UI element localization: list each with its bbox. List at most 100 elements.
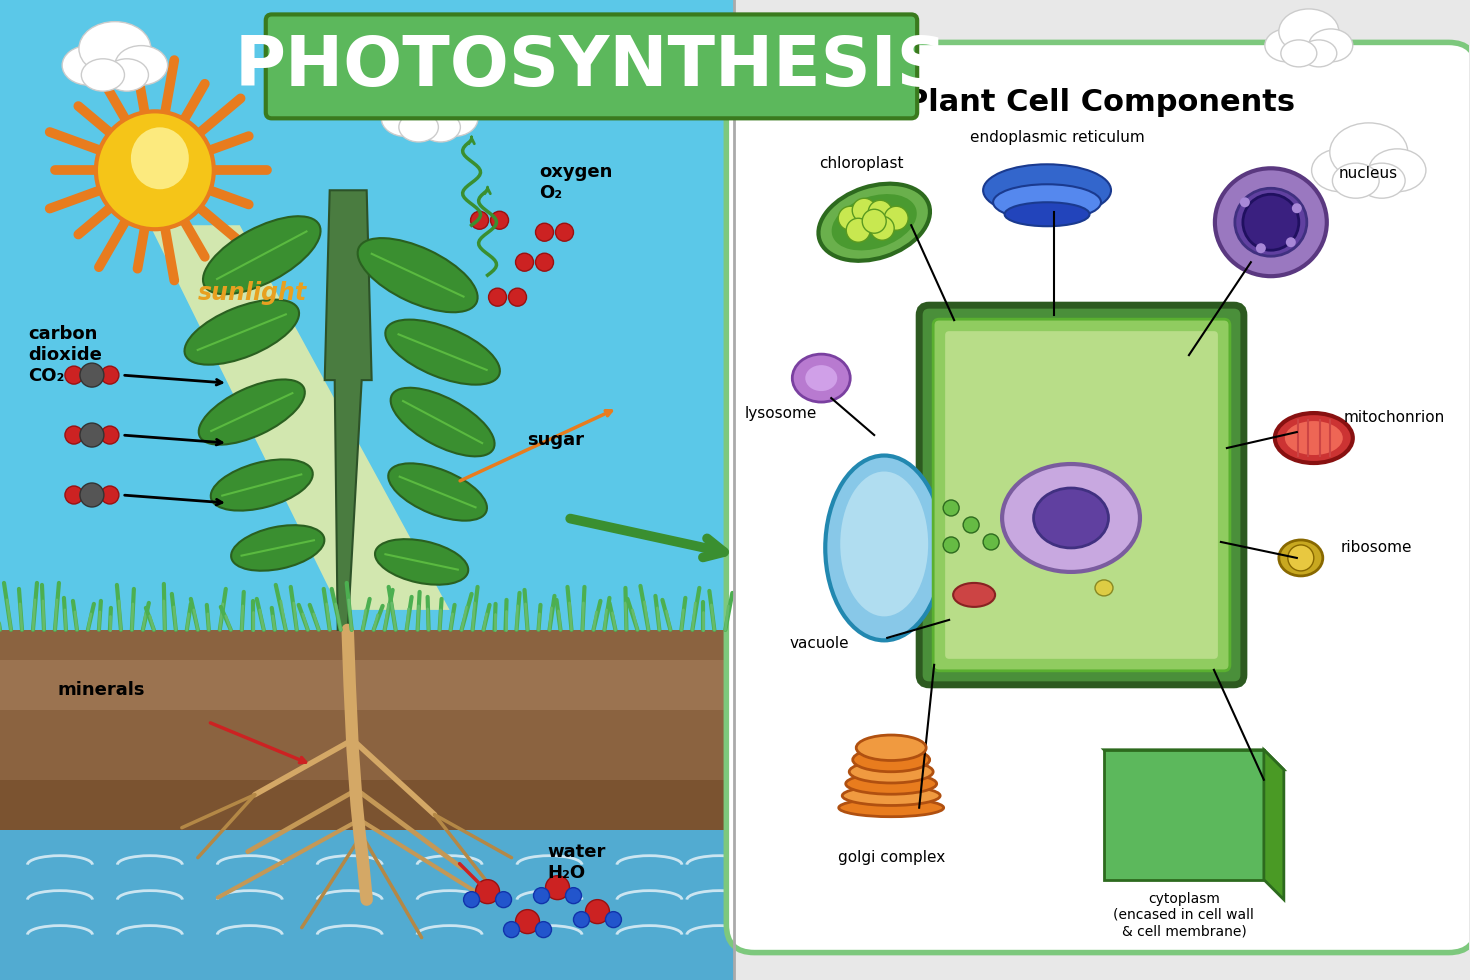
Circle shape: [101, 426, 119, 444]
Circle shape: [963, 517, 979, 533]
Ellipse shape: [994, 184, 1101, 220]
Circle shape: [944, 537, 958, 553]
Circle shape: [944, 500, 958, 516]
Text: chloroplast: chloroplast: [819, 156, 904, 171]
Ellipse shape: [983, 165, 1111, 217]
Ellipse shape: [79, 22, 151, 75]
Ellipse shape: [420, 113, 460, 142]
Ellipse shape: [391, 388, 494, 457]
Circle shape: [509, 288, 526, 306]
Circle shape: [1255, 243, 1266, 253]
Circle shape: [491, 212, 509, 229]
Ellipse shape: [1235, 188, 1307, 256]
Ellipse shape: [1264, 29, 1308, 62]
Ellipse shape: [198, 379, 304, 445]
Circle shape: [863, 210, 886, 233]
Text: water
H₂O: water H₂O: [547, 843, 606, 882]
Ellipse shape: [856, 735, 926, 760]
Circle shape: [606, 911, 622, 928]
Ellipse shape: [841, 471, 928, 616]
Ellipse shape: [1004, 202, 1089, 226]
Text: ribosome: ribosome: [1341, 540, 1413, 555]
Circle shape: [535, 223, 554, 241]
Text: minerals: minerals: [57, 681, 146, 699]
Ellipse shape: [1308, 29, 1352, 62]
Text: carbon
dioxide
CO₂: carbon dioxide CO₂: [28, 325, 101, 385]
Circle shape: [535, 253, 554, 271]
Circle shape: [870, 217, 894, 240]
Ellipse shape: [381, 100, 429, 136]
Circle shape: [65, 367, 82, 384]
Polygon shape: [0, 780, 735, 850]
Ellipse shape: [842, 786, 941, 806]
Ellipse shape: [81, 59, 125, 91]
Text: oxygen
O₂: oxygen O₂: [539, 164, 613, 202]
Ellipse shape: [385, 319, 500, 384]
Ellipse shape: [832, 194, 917, 251]
Ellipse shape: [1003, 464, 1139, 572]
Ellipse shape: [1369, 149, 1426, 192]
Ellipse shape: [1280, 40, 1317, 67]
Circle shape: [516, 909, 539, 934]
Ellipse shape: [1330, 122, 1408, 181]
Ellipse shape: [185, 300, 298, 365]
Bar: [735, 0, 1469, 980]
Text: sunlight: sunlight: [198, 281, 307, 305]
FancyBboxPatch shape: [919, 305, 1244, 685]
Ellipse shape: [1285, 421, 1342, 455]
Text: mitochonrion: mitochonrion: [1344, 410, 1445, 425]
Text: sugar: sugar: [528, 431, 585, 449]
Polygon shape: [0, 710, 735, 780]
Circle shape: [573, 911, 589, 928]
Circle shape: [463, 892, 479, 907]
Text: golgi complex: golgi complex: [838, 850, 945, 864]
Circle shape: [566, 888, 582, 904]
Circle shape: [869, 200, 892, 224]
Circle shape: [101, 367, 119, 384]
Circle shape: [101, 486, 119, 504]
Circle shape: [847, 219, 870, 242]
Polygon shape: [1104, 750, 1264, 880]
Polygon shape: [0, 660, 735, 710]
Circle shape: [838, 206, 863, 230]
Ellipse shape: [1279, 9, 1339, 54]
Circle shape: [535, 921, 551, 938]
Ellipse shape: [819, 183, 931, 261]
FancyBboxPatch shape: [726, 42, 1470, 953]
Ellipse shape: [1274, 413, 1352, 463]
Ellipse shape: [231, 525, 325, 570]
Circle shape: [79, 364, 104, 387]
Ellipse shape: [96, 112, 213, 229]
Ellipse shape: [115, 46, 168, 85]
Circle shape: [1242, 194, 1299, 250]
Circle shape: [1286, 237, 1297, 247]
Ellipse shape: [1279, 540, 1323, 576]
Ellipse shape: [953, 583, 995, 607]
Circle shape: [545, 876, 569, 900]
Circle shape: [1292, 203, 1302, 214]
Polygon shape: [150, 225, 450, 610]
Polygon shape: [0, 830, 735, 980]
Circle shape: [65, 486, 82, 504]
Polygon shape: [1264, 750, 1283, 900]
Circle shape: [79, 423, 104, 447]
Circle shape: [516, 253, 534, 271]
Circle shape: [495, 892, 512, 907]
Ellipse shape: [1358, 163, 1405, 198]
Ellipse shape: [388, 464, 487, 520]
Polygon shape: [0, 630, 735, 980]
Ellipse shape: [1033, 488, 1108, 548]
Ellipse shape: [62, 46, 115, 85]
FancyBboxPatch shape: [945, 331, 1219, 659]
Circle shape: [534, 888, 550, 904]
Polygon shape: [1104, 750, 1283, 769]
Ellipse shape: [850, 760, 933, 783]
Polygon shape: [0, 850, 735, 980]
Polygon shape: [325, 190, 372, 630]
Text: lysosome: lysosome: [745, 406, 817, 421]
Circle shape: [853, 198, 876, 222]
Ellipse shape: [210, 460, 313, 511]
Ellipse shape: [131, 127, 188, 189]
Circle shape: [476, 880, 500, 904]
Ellipse shape: [1332, 163, 1379, 198]
